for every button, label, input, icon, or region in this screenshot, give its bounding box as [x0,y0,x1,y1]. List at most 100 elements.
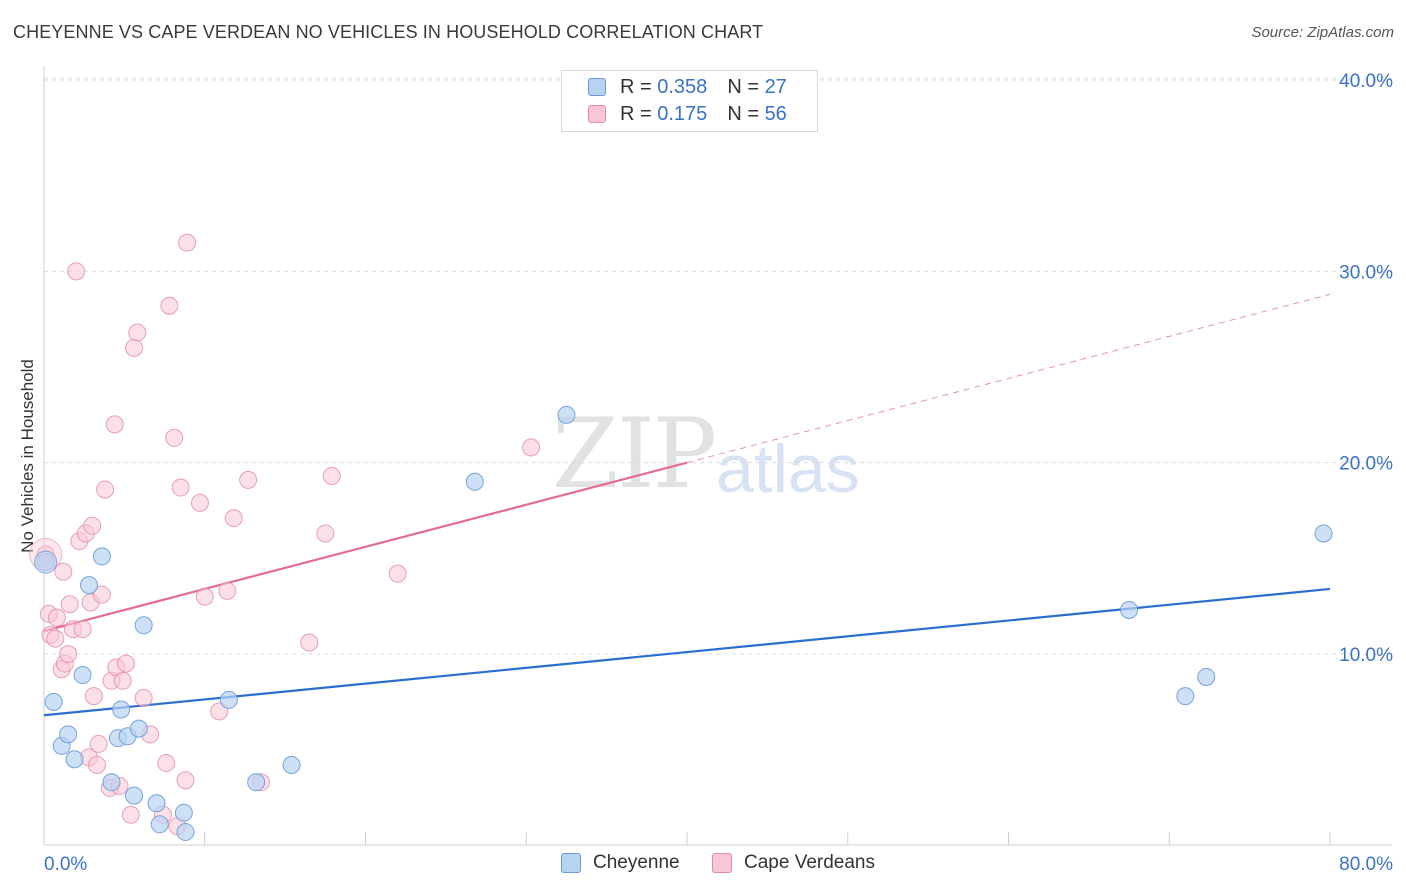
chart-title: CHEYENNE VS CAPE VERDEAN NO VEHICLES IN … [13,22,764,42]
cheyenne-point [80,576,99,595]
cheyenne-point [1176,687,1195,706]
y-tick-label: 10.0% [1339,645,1393,666]
cheyenne-point [112,700,131,719]
cape-verdean-trend-line [43,461,688,633]
watermark-atlas: atlas [716,431,860,507]
series-label-cape-verdeans: Cape Verdeans [744,852,875,873]
series-legend: Cheyenne Cape Verdeans [0,852,1406,878]
series-label-cheyenne: Cheyenne [593,852,680,873]
legend-r-value: 0.358 [657,75,708,98]
cape-verdean-point [92,585,111,604]
cheyenne-point [219,690,238,709]
y-tick-label: 20.0% [1339,454,1393,475]
cheyenne-point [1197,667,1216,686]
cape-verdean-point [121,805,140,824]
cape-verdean-point [113,671,132,690]
point-layer [29,233,1333,841]
y-tick-label: 30.0% [1339,262,1393,283]
cape-verdean-point [190,493,209,512]
source-note: Source: ZipAtlas.com [1251,24,1394,41]
cape-verdean-point [388,564,407,583]
axis-layer [43,66,1392,846]
cheyenne-point [1120,600,1139,619]
cheyenne-point [247,773,266,792]
y-tick-label: 40.0% [1339,71,1393,92]
cape-verdean-point [300,633,319,652]
cape-verdean-point [134,689,153,708]
cape-verdean-point [316,524,335,543]
cheyenne-point [150,815,169,834]
cape-verdean-point [83,516,102,535]
cape-verdean-point [54,562,73,581]
cape-verdean-point [60,595,79,614]
series-swatch-cape-verdeans [712,853,732,873]
legend-n-label: N = [727,75,759,98]
x-tick-label: 0.0% [44,854,87,875]
x-tick-label: 80.0% [1339,854,1393,875]
cape-verdean-point [195,587,214,606]
cheyenne-point [129,719,148,738]
cape-verdean-trend-extension [686,293,1331,464]
cheyenne-point [174,803,193,822]
series-legend-cheyenne[interactable]: Cheyenne [561,852,680,874]
cheyenne-point [102,773,121,792]
cape-verdean-point [165,428,184,447]
cape-verdean-point [96,480,115,499]
legend-n-value: 56 [764,102,787,125]
cape-verdean-point [218,581,237,600]
cheyenne-point [1314,524,1333,543]
cheyenne-point [125,786,144,805]
cheyenne-point [282,755,301,774]
legend-n-label: N = [727,102,759,125]
cape-verdean-point [59,645,78,663]
trend-layer [43,293,1331,717]
cape-verdean-point [322,467,341,486]
cheyenne-point [73,666,92,685]
cape-verdean-point [239,470,258,489]
cape-verdean-point [47,608,66,627]
legend-n-value: 27 [764,75,787,98]
cape-verdean-point [116,654,135,673]
cape-verdean-point [224,509,243,528]
cheyenne-trend-line [43,587,1331,717]
cheyenne-point [34,550,58,574]
legend-swatch-cheyenne [588,78,606,96]
cape-verdean-point [178,233,197,252]
cape-verdean-point [125,338,144,357]
cheyenne-point [465,472,484,491]
legend-swatch-cape-verdeans [588,105,606,123]
cheyenne-point [176,822,195,841]
cape-verdean-point [176,771,195,790]
correlation-legend: R = 0.358 N = 27 R = 0.175 N = 56 [561,70,818,132]
legend-r-label: R = [620,75,652,98]
cape-verdean-point [105,415,124,434]
cape-verdean-point [128,323,147,342]
cape-verdean-point [522,438,541,457]
cheyenne-point [147,794,166,813]
cape-verdean-point [210,702,229,721]
legend-r-label: R = [620,102,652,125]
cape-verdean-point [160,296,179,315]
cheyenne-point [557,405,576,424]
grid-layer [44,77,1392,655]
cape-verdean-point [88,755,107,774]
legend-row-cheyenne: R = 0.358 N = 27 [588,75,787,99]
cape-verdean-point [73,620,92,639]
tick-label-layer: 10.0% 20.0% 30.0% 40.0% 0.0% 80.0% [44,71,1393,875]
legend-r-value: 0.175 [657,102,708,125]
cape-verdean-point [157,754,176,773]
cheyenne-point [134,616,153,635]
cape-verdean-point [89,734,108,753]
cheyenne-point [59,725,78,744]
cape-verdean-point [84,687,103,706]
cape-verdean-point [171,478,190,497]
cheyenne-point [44,692,63,711]
series-swatch-cheyenne [561,853,581,873]
series-legend-cape-verdeans[interactable]: Cape Verdeans [712,852,875,874]
cape-verdean-point [46,629,65,648]
cheyenne-point [92,547,111,566]
cheyenne-point [65,750,84,769]
legend-row-cape-verdeans: R = 0.175 N = 56 [588,102,787,126]
cape-verdean-point [67,262,86,281]
